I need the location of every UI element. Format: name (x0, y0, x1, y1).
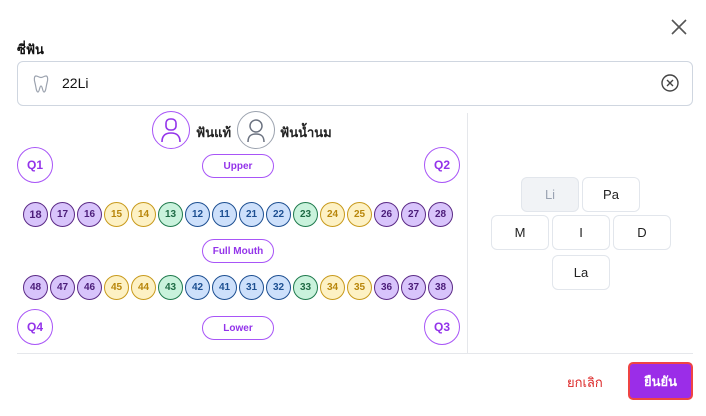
tooth-12[interactable]: 12 (185, 202, 210, 227)
tooth-35[interactable]: 35 (347, 275, 372, 300)
tooth-43[interactable]: 43 (158, 275, 183, 300)
tooth-17[interactable]: 17 (50, 202, 75, 227)
clear-circle-icon[interactable] (660, 73, 680, 93)
tooth-23[interactable]: 23 (293, 202, 318, 227)
tooth-22[interactable]: 22 (266, 202, 291, 227)
tooth-26[interactable]: 26 (374, 202, 399, 227)
tooth-icon (33, 75, 49, 93)
tooth-44[interactable]: 44 (131, 275, 156, 300)
quadrant-q4-button[interactable]: Q4 (17, 309, 53, 345)
tooth-31[interactable]: 31 (239, 275, 264, 300)
surface-pa-button[interactable]: Pa (582, 177, 640, 212)
full-mouth-button[interactable]: Full Mouth (202, 239, 274, 263)
primary-teeth-avatar[interactable] (237, 111, 275, 149)
primary-teeth-label[interactable]: ฟันน้ำนม (280, 125, 332, 140)
tooth-34[interactable]: 34 (320, 275, 345, 300)
tooth-28[interactable]: 28 (428, 202, 453, 227)
tooth-16[interactable]: 16 (77, 202, 102, 227)
tooth-33[interactable]: 33 (293, 275, 318, 300)
tooth-24[interactable]: 24 (320, 202, 345, 227)
tooth-36[interactable]: 36 (374, 275, 399, 300)
field-label: ซี่ฟัน (17, 42, 44, 57)
lower-arch-button[interactable]: Lower (202, 316, 274, 340)
tooth-42[interactable]: 42 (185, 275, 210, 300)
surface-i-button[interactable]: I (552, 215, 610, 250)
tooth-input[interactable]: 22Li (17, 61, 693, 106)
surface-d-button[interactable]: D (613, 215, 671, 250)
surface-li-button[interactable]: Li (521, 177, 579, 212)
quadrant-q1-button[interactable]: Q1 (17, 147, 53, 183)
tooth-11[interactable]: 11 (212, 202, 237, 227)
confirm-button[interactable]: ยืนยัน (628, 362, 693, 400)
permanent-teeth-avatar[interactable] (152, 111, 190, 149)
tooth-41[interactable]: 41 (212, 275, 237, 300)
input-value: 22Li (62, 75, 89, 91)
tooth-13[interactable]: 13 (158, 202, 183, 227)
vertical-divider (467, 113, 468, 353)
close-icon[interactable] (668, 16, 690, 38)
tooth-48[interactable]: 48 (23, 275, 48, 300)
tooth-25[interactable]: 25 (347, 202, 372, 227)
tooth-18[interactable]: 18 (23, 202, 48, 227)
tooth-47[interactable]: 47 (50, 275, 75, 300)
tooth-46[interactable]: 46 (77, 275, 102, 300)
surface-la-button[interactable]: La (552, 255, 610, 290)
tooth-37[interactable]: 37 (401, 275, 426, 300)
permanent-teeth-label[interactable]: ฟันแท้ (196, 125, 232, 140)
tooth-15[interactable]: 15 (104, 202, 129, 227)
tooth-32[interactable]: 32 (266, 275, 291, 300)
adult-icon (161, 118, 181, 143)
upper-arch-button[interactable]: Upper (202, 154, 274, 178)
quadrant-q3-button[interactable]: Q3 (424, 309, 460, 345)
tooth-45[interactable]: 45 (104, 275, 129, 300)
quadrant-q2-button[interactable]: Q2 (424, 147, 460, 183)
tooth-14[interactable]: 14 (131, 202, 156, 227)
tooth-27[interactable]: 27 (401, 202, 426, 227)
child-icon (247, 119, 265, 143)
tooth-38[interactable]: 38 (428, 275, 453, 300)
surface-m-button[interactable]: M (491, 215, 549, 250)
footer-divider (17, 353, 693, 354)
tooth-21[interactable]: 21 (239, 202, 264, 227)
cancel-button[interactable]: ยกเลิก (567, 375, 603, 390)
